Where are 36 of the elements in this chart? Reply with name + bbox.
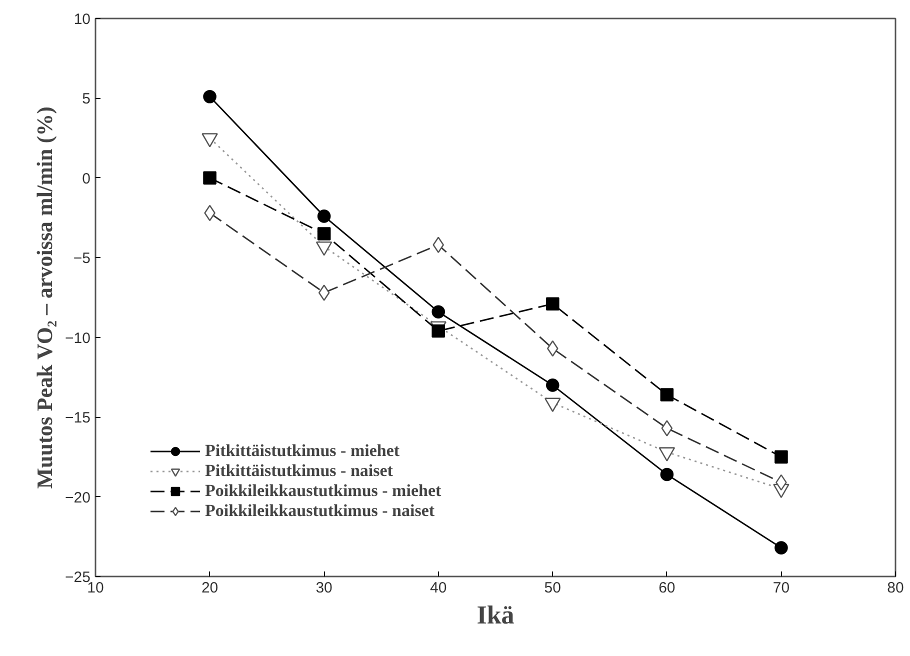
y-tick-label: −10	[65, 330, 91, 347]
x-tick-label: 30	[316, 580, 332, 596]
legend-label: Pitkittäistutkimus - naiset	[205, 461, 393, 481]
point	[661, 420, 673, 436]
point	[318, 284, 330, 301]
point	[432, 305, 446, 318]
point	[432, 324, 446, 338]
point	[317, 227, 331, 240]
legend-label: Poikkileikkaustutkimus - naiset	[205, 501, 435, 521]
point	[546, 297, 560, 311]
y-tick-label: 5	[82, 90, 90, 108]
point	[774, 450, 788, 464]
point	[546, 378, 560, 392]
y-tick-label: −15	[65, 410, 91, 427]
y-tick-label: −20	[65, 489, 91, 506]
point	[660, 468, 674, 482]
x-tick-label: 70	[772, 580, 790, 596]
point	[317, 210, 331, 223]
y-tick-label: 10	[74, 11, 91, 28]
point	[203, 171, 216, 185]
y-axis-title: Muutos Peak VO₂ – arvoissa ml/min (%)	[32, 106, 58, 489]
legend-label: Pitkittäistutkimus - miehet	[205, 441, 400, 461]
x-tick-label: 50	[544, 580, 561, 596]
x-axis-title: Ikä	[476, 600, 514, 630]
x-tick-label: 40	[430, 580, 447, 596]
point	[774, 541, 788, 554]
x-tick-label: 80	[887, 580, 904, 596]
point	[203, 90, 216, 104]
point	[546, 340, 558, 357]
x-tick-label: 60	[658, 580, 676, 596]
point	[432, 236, 444, 254]
y-tick-label: 0	[82, 170, 90, 188]
legend-label: Poikkileikkaustutkimus - miehet	[205, 481, 442, 501]
point	[660, 388, 674, 402]
y-tick-label: −5	[73, 250, 91, 268]
x-tick-label: 20	[201, 580, 218, 596]
